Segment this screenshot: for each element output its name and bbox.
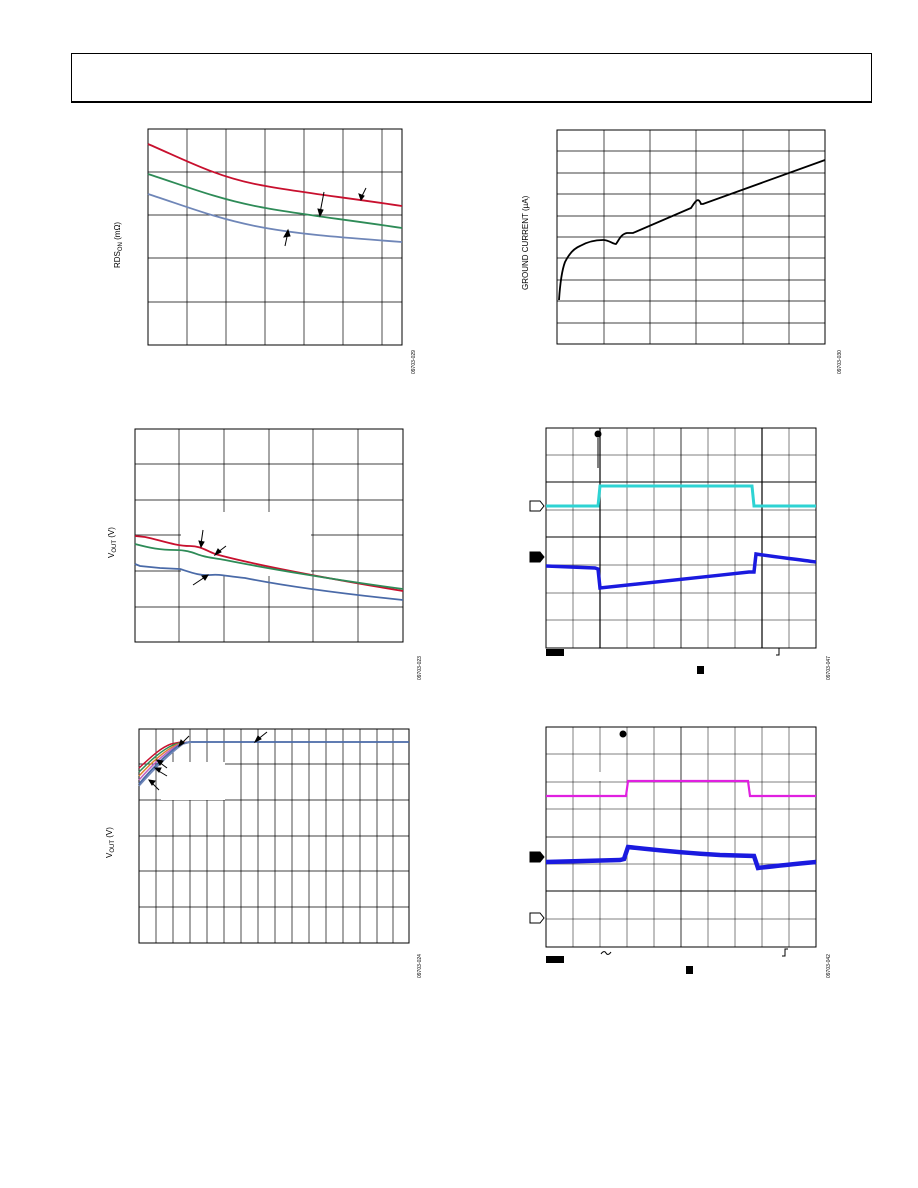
vout-bottom-figure-code: 09703-024 [417,954,423,978]
scope-capture-2-figure: 09703-042 [525,720,845,985]
ac-coupling-icon [600,951,612,955]
scope-1-figure-code: 09703-047 [826,656,832,680]
trigger-marker [619,730,627,738]
scope-2-figure-code: 09703-042 [826,954,832,978]
rds-y-axis-label: RDSON (mΩ) [113,221,124,268]
vout-curve-b [138,741,184,773]
scope-grid [545,726,817,948]
vout-bottom-y-axis-label: VOUT (V) [105,827,116,858]
rds-curve-1 [147,143,403,207]
plot-frame [556,129,826,345]
trigger-marker [594,430,602,468]
scope-2-trace-bottom [545,844,817,871]
ground-figure-code: 09703-030 [837,350,843,374]
vout-mid-figure-code: 09703-023 [417,656,423,680]
curve-arrows [283,187,367,247]
ground-current-plot [556,129,826,345]
channel-2-marker [529,551,545,563]
legend-area [161,762,225,800]
scope-1-trace-bottom [545,551,817,590]
vout-bottom-plot [138,728,410,944]
channel-1-marker [529,500,545,512]
scope-capture-1-figure: 09703-047 [525,420,845,685]
page-header [71,53,872,103]
channel-1-marker [529,912,545,924]
curve-arrows [192,529,227,586]
timebase-marker [686,966,693,974]
scope-grid [545,427,817,649]
scope-2-display [529,726,817,974]
scope-1-status-bar [546,649,564,656]
vout-curve-c [138,741,186,777]
vout-vs-vin-figure: VOUT (V) 09703-024 [105,720,425,985]
plot-frame [138,728,410,944]
vout-vs-temp-figure: VOUT (V) 09703-023 [105,420,425,685]
scope-2-trace-top [546,779,816,798]
scope-1-trace-top [546,484,816,508]
scope-1-display [529,427,817,674]
rds-curve-3 [147,193,403,243]
vout-curve-3 [134,563,404,601]
plot-frame [147,128,403,346]
rds-on-plot [147,128,403,346]
vout-curve-a [138,741,182,769]
ground-current-y-axis-label: GROUND CURRENT (µA) [521,195,530,290]
channel-2-marker [529,851,545,863]
vout-mid-y-axis-label: VOUT (V) [107,527,118,558]
ground-current-curve [558,159,826,301]
label-gap [597,772,625,781]
curve-arrows [148,731,268,791]
ground-current-figure: GROUND CURRENT (µA) 09703-030 [515,120,845,380]
trigger-edge-icon [776,647,782,656]
timebase-marker [697,666,704,674]
rds-on-figure: RDSON (mΩ) 09703-029 [105,120,425,380]
scope-2-status-bar [546,956,564,963]
trigger-edge-icon [782,948,788,957]
vout-curve-d [138,741,188,781]
rds-figure-code: 09703-029 [411,350,417,374]
rds-curve-2 [147,173,403,229]
vout-curve-2 [134,543,404,590]
vout-mid-plot [134,428,404,643]
